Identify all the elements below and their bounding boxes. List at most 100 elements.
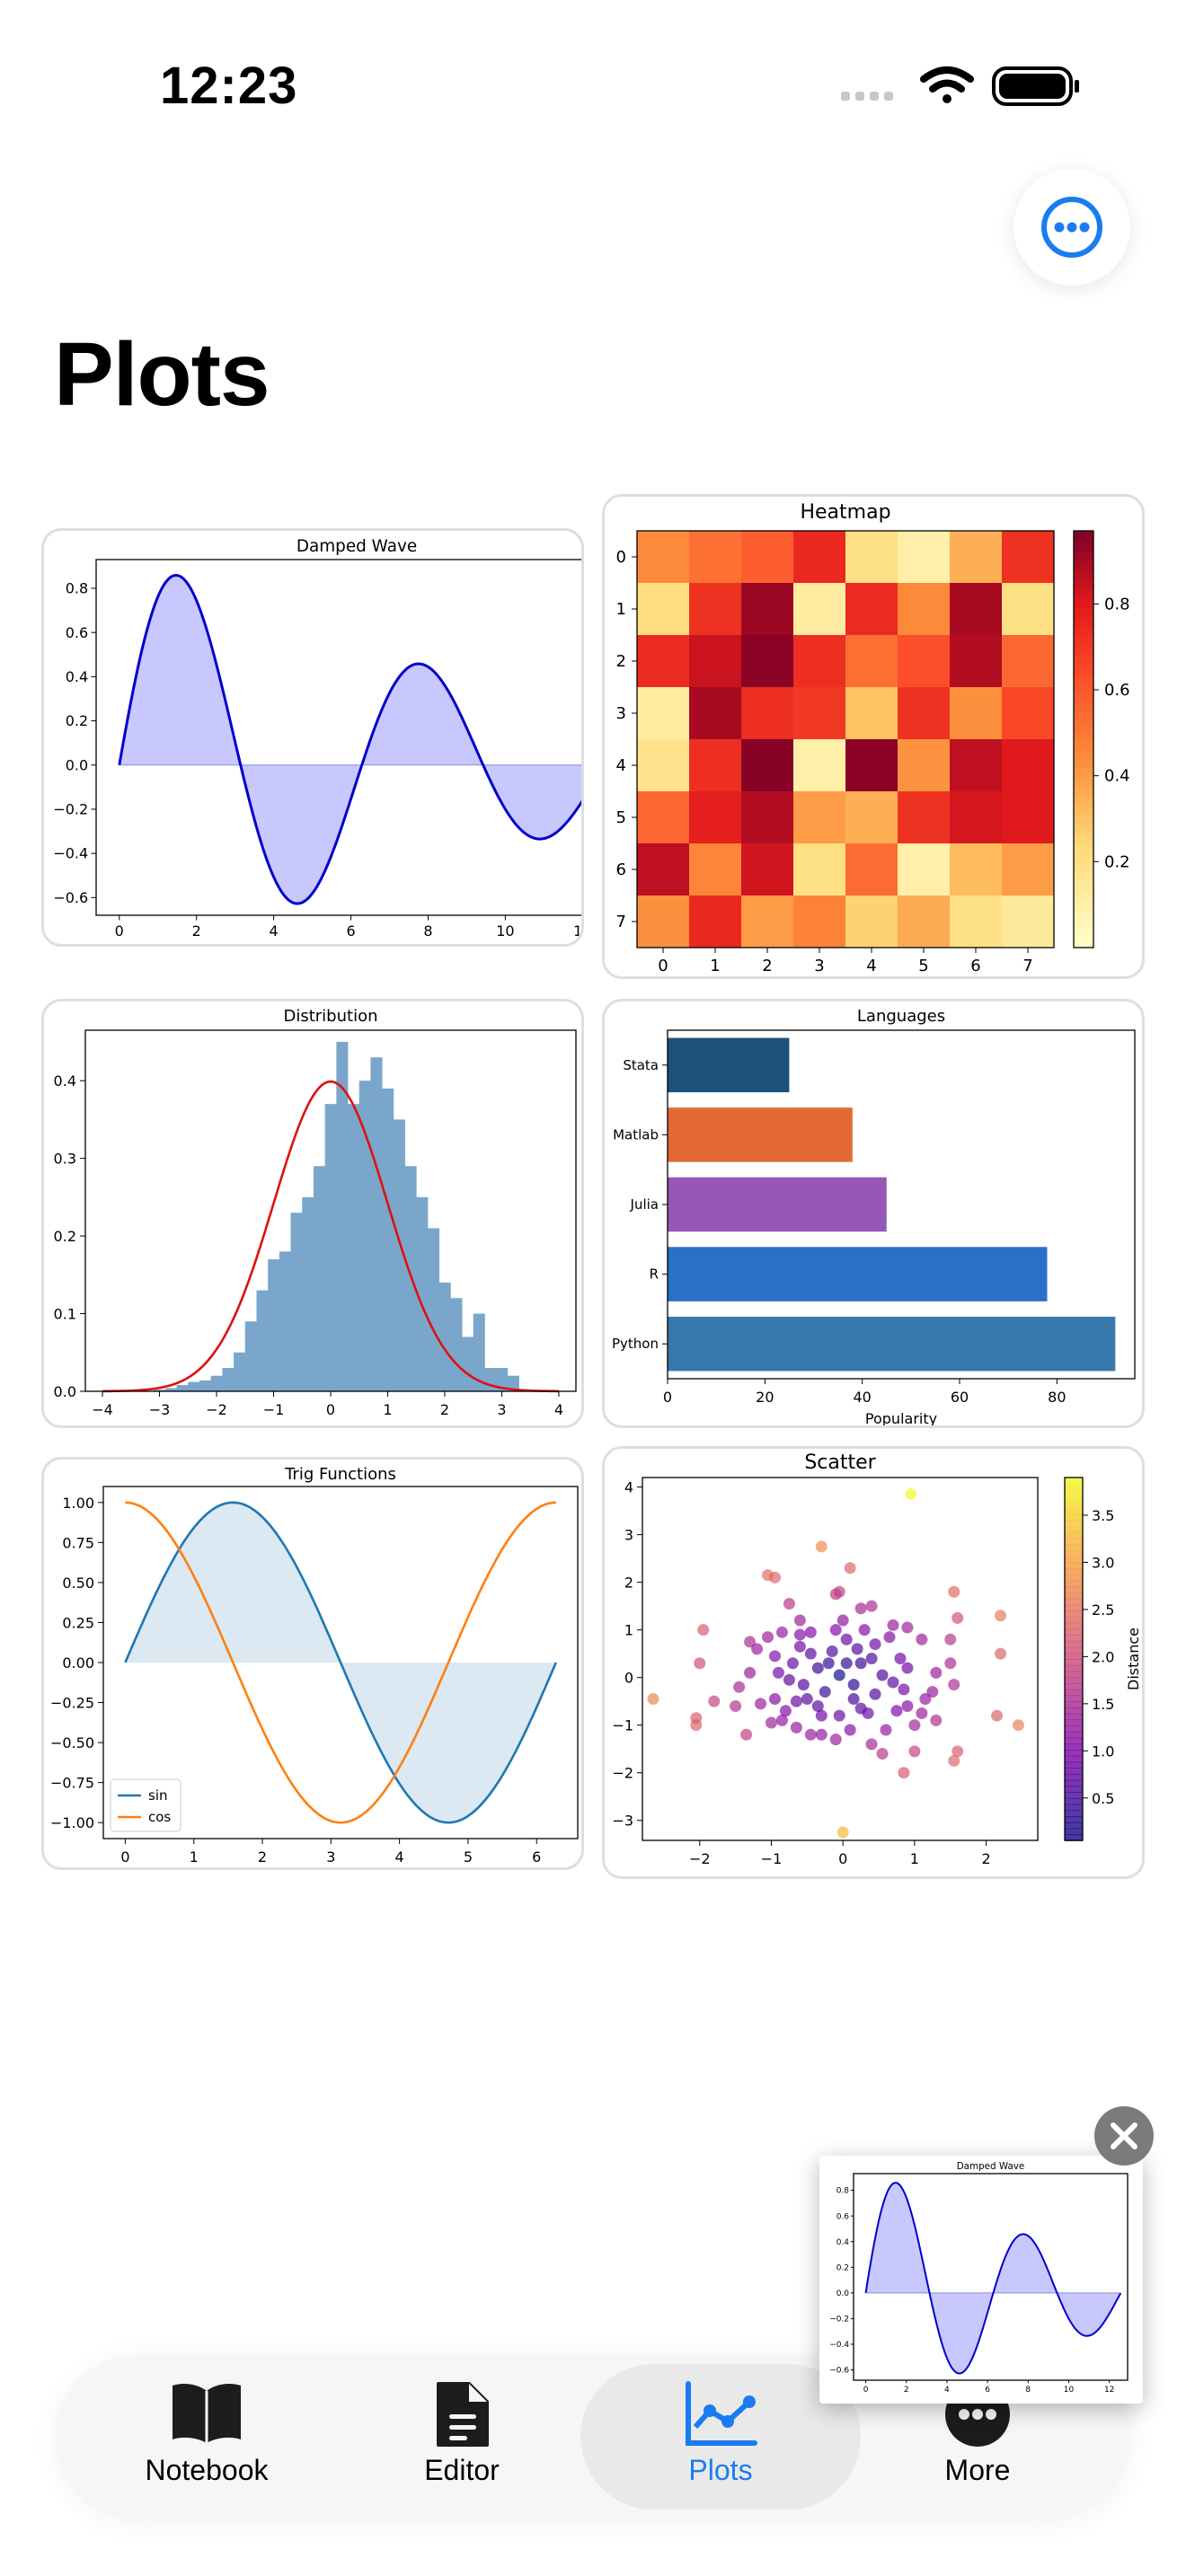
histogram-bar: [234, 1352, 246, 1391]
colorbar-segment: [1074, 669, 1093, 678]
scatter-point: [768, 1693, 781, 1706]
y-tick-label: 0.2: [66, 712, 88, 729]
heatmap-cell: [637, 895, 690, 948]
damped-wave-chart: Damped Wave 0 2 4 6 8 10 12 −0.6 −0.4 −0.2 0.0 0.2 0.…: [53, 537, 581, 940]
scatter-point: [840, 1633, 853, 1645]
colorbar-tick-label: 3.5: [1092, 1507, 1114, 1524]
scatter-point: [833, 1585, 845, 1598]
colorbar-segment: [1074, 850, 1093, 859]
tab-plots[interactable]: Plots: [586, 2355, 855, 2519]
scatter-point: [730, 1699, 742, 1712]
histogram-bar: [370, 1057, 383, 1391]
scatter-point: [779, 1705, 792, 1717]
y-tick-label: 4: [624, 1479, 633, 1496]
colorbar-segment: [1074, 753, 1093, 761]
colorbar-segment: [1065, 1507, 1083, 1515]
histogram-bar: [438, 1282, 451, 1391]
colorbar-segment: [1065, 1635, 1083, 1642]
heatmap-cell: [1002, 531, 1055, 584]
colorbar-segment: [1074, 684, 1093, 692]
scatter-point: [775, 1626, 788, 1638]
scatter-point: [1012, 1719, 1024, 1732]
histogram-bar: [450, 1298, 463, 1391]
pip-preview[interactable]: Damped Wave 0 2 4 6 8 10 12 −0.6 −0.4 −0.2 0.0 0.2 0.…: [819, 2156, 1143, 2404]
y-tick-label: 0.0: [836, 2289, 850, 2298]
scatter-point: [876, 1669, 889, 1681]
scatter-point: [783, 1673, 795, 1686]
scatter-point: [836, 1826, 849, 1839]
plot-card-scatter[interactable]: Scatter −2 −1 0 1 2 −3 −2 −1 0 1 2 3 4 0.5 1.0 1.5 2.0 2.5…: [602, 1446, 1145, 1879]
distribution-chart: Distribution −4 −3 −2 −1 0 1 2 3 4 0.0 0.1 0.2 0.3 0.4: [54, 1007, 577, 1418]
colorbar-tick-label: 1.5: [1092, 1696, 1114, 1713]
scatter-point: [811, 1662, 824, 1674]
plot-card-heatmap[interactable]: Heatmap 0 1 2 3 4 5 6 7 0 1 2 3 4 5 6 7 0.2 0.4 0.6 0.8: [602, 494, 1145, 979]
scatter-point: [865, 1600, 878, 1612]
heatmap-cell: [793, 843, 846, 896]
heatmap-cell: [845, 531, 898, 584]
x-tick-label: 4: [270, 922, 279, 940]
y-tick-label: 0.0: [66, 756, 88, 773]
plot-card-languages[interactable]: Languages Python R Julia Matlab Stata 0 20 40 60 8…: [602, 999, 1145, 1428]
heatmap-cell: [950, 583, 1003, 636]
plot-card-trig[interactable]: Trig Functions 0 1 2 3 4 5 6 −1.00 −0.75 −0.50 −0.2…: [41, 1457, 584, 1870]
scatter-point: [744, 1666, 757, 1679]
plot-frame: [1064, 1477, 1084, 1841]
more-options-button[interactable]: [1013, 169, 1130, 286]
scatter-point: [790, 1721, 802, 1734]
tab-editor[interactable]: Editor: [327, 2355, 597, 2519]
colorbar-tick-label: 2.5: [1092, 1601, 1114, 1619]
histogram-bar: [256, 1290, 269, 1391]
heatmap-cell: [793, 531, 846, 584]
heatmap-cell: [898, 583, 951, 636]
scatter-point: [786, 1657, 799, 1670]
x-tick-label: 4: [395, 1848, 404, 1866]
colorbar-segment: [1065, 1513, 1083, 1521]
colorbar-segment: [1074, 843, 1093, 851]
scatter-point: [890, 1705, 903, 1717]
plot-frame: [636, 530, 1055, 948]
y-tick-label: −2: [612, 1765, 633, 1782]
histogram-bar: [313, 1166, 326, 1391]
scatter-point: [772, 1666, 784, 1679]
scatter-point: [944, 1633, 957, 1645]
colorbar-tick-label: 0.6: [1104, 681, 1130, 700]
heatmap-cell: [898, 843, 951, 896]
scatter-point: [844, 1562, 856, 1575]
colorbar-segment: [1074, 781, 1093, 789]
colorbar-segment: [1074, 816, 1093, 824]
scatter-point: [829, 1624, 842, 1636]
colorbar-segment: [1074, 892, 1093, 900]
heatmap-cell: [1002, 843, 1055, 896]
x-tick-label: 2: [762, 957, 772, 975]
colorbar-segment: [1065, 1719, 1083, 1726]
sin-line: [124, 1501, 557, 1824]
colorbar-segment: [1065, 1713, 1083, 1721]
scatter-point: [751, 1643, 764, 1655]
colorbar-segment: [1074, 676, 1093, 684]
tab-bar: Notebook Editor Plots More: [56, 2355, 1130, 2519]
plot-card-damped-wave[interactable]: Damped Wave 0 2 4 6 8 10 12 −0.6 −0.4 −0.2 0.0 0.2 0.…: [41, 528, 584, 947]
scatter-point: [804, 1626, 817, 1638]
heatmap-cell: [845, 583, 898, 636]
scatter-point: [908, 1719, 921, 1732]
y-tick-label: −0.50: [50, 1734, 94, 1751]
bar-stata: [668, 1037, 790, 1093]
histogram-bar: [473, 1313, 485, 1391]
y-tick-label: 0.75: [62, 1534, 94, 1551]
colorbar-segment: [1074, 794, 1093, 803]
histogram-bar: [382, 1088, 394, 1391]
heatmap-cell: [898, 531, 951, 584]
colorbar-segment: [1074, 808, 1093, 816]
tab-notebook[interactable]: Notebook: [72, 2355, 341, 2519]
heatmap-cell: [1002, 739, 1055, 792]
heatmap-cell: [637, 791, 690, 844]
colorbar-segment: [1065, 1682, 1083, 1690]
colorbar-segment: [1074, 940, 1093, 948]
plot-card-distribution[interactable]: Distribution −4 −3 −2 −1 0 1 2 3 4 0.0 0.1 0.2 0.3 0.4: [41, 999, 584, 1428]
y-tick-label: 0.4: [836, 2238, 850, 2247]
chart-title: Damped Wave: [957, 2161, 1025, 2172]
colorbar-segment: [1074, 648, 1093, 657]
histogram-bar: [427, 1228, 440, 1391]
y-tick-label: 3: [624, 1527, 633, 1544]
close-button[interactable]: [1094, 2106, 1154, 2166]
